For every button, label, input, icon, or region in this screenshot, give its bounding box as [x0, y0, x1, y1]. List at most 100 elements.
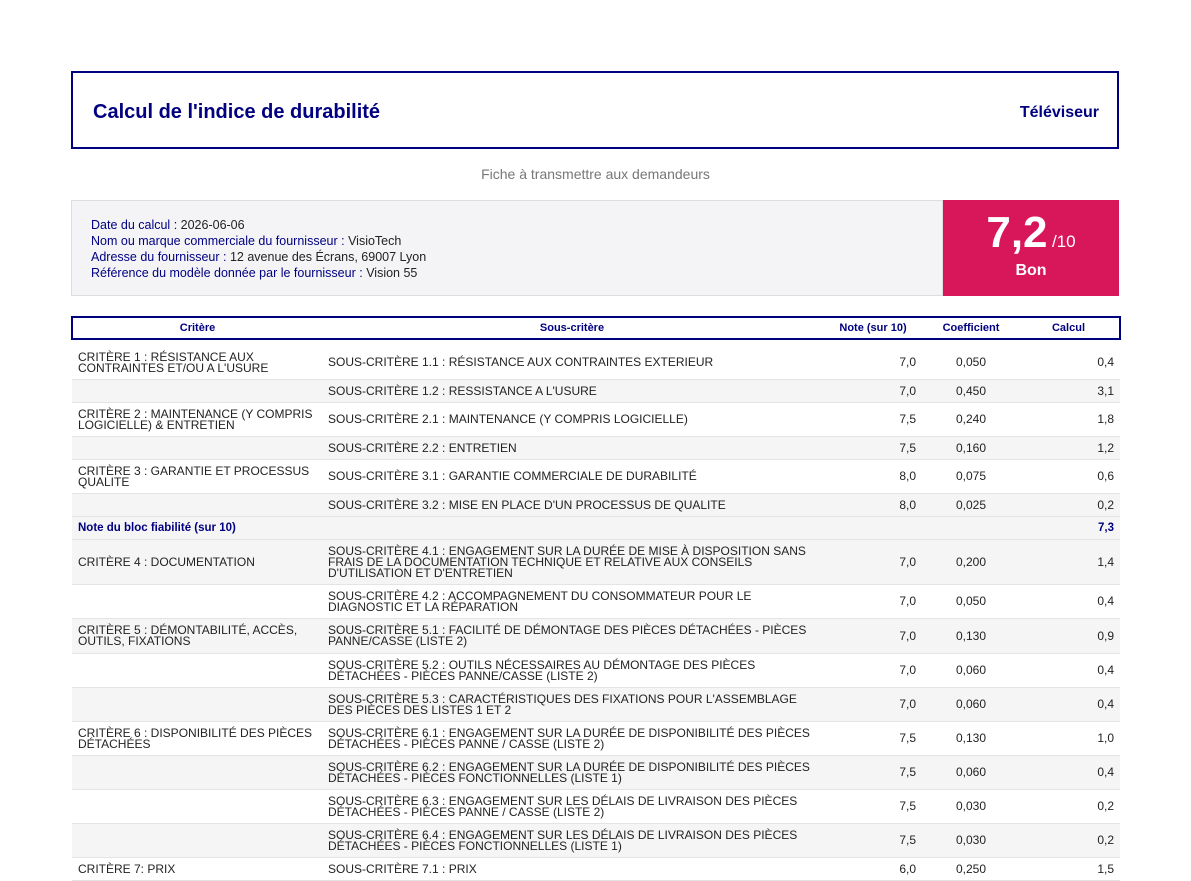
- sous-critere-cell: SOUS-CRITÈRE 6.3 : ENGAGEMENT SUR LES DÉ…: [322, 789, 822, 824]
- critere-cell: CRITÈRE 6 : DISPONIBILITÉ DES PIÈCES DÉT…: [72, 721, 322, 756]
- bloc-label: Note du bloc fiabilité (sur 10): [72, 516, 1018, 540]
- note-cell: 6,0: [822, 857, 924, 881]
- critere-cell: CRITÈRE 1 : RÉSISTANCE AUX CONTRAINTES E…: [72, 346, 322, 380]
- table-row: SOUS-CRITÈRE 6.3 : ENGAGEMENT SUR LES DÉ…: [72, 789, 1120, 824]
- sous-critere-cell: SOUS-CRITÈRE 1.2 : RESSISTANCE A L'USURE: [322, 379, 822, 403]
- note-cell: 7,5: [822, 755, 924, 790]
- info-supplier: Nom ou marque commerciale du fournisseur…: [91, 234, 402, 248]
- sous-critere-cell: SOUS-CRITÈRE 5.1 : FACILITÉ DE DÉMONTAGE…: [322, 618, 822, 654]
- table-row: SOUS-CRITÈRE 6.2 : ENGAGEMENT SUR LA DUR…: [72, 755, 1120, 790]
- calcul-cell: 0,4: [1018, 346, 1120, 380]
- calcul-cell: 1,8: [1018, 402, 1120, 437]
- calcul-cell: 0,4: [1018, 584, 1120, 619]
- info-address: Adresse du fournisseur : 12 avenue des É…: [91, 250, 427, 264]
- table-row: SOUS-CRITÈRE 1.2 : RESSISTANCE A L'USURE…: [72, 379, 1120, 403]
- table-row: SOUS-CRITÈRE 6.4 : ENGAGEMENT SUR LES DÉ…: [72, 823, 1120, 858]
- sous-critere-cell: SOUS-CRITÈRE 6.2 : ENGAGEMENT SUR LA DUR…: [322, 755, 822, 790]
- coefficient-cell: 0,130: [924, 618, 1018, 654]
- sous-critere-cell: SOUS-CRITÈRE 6.4 : ENGAGEMENT SUR LES DÉ…: [322, 823, 822, 858]
- critere-cell: CRITÈRE 3 : GARANTIE ET PROCESSUS QUALIT…: [72, 459, 322, 494]
- coefficient-cell: 0,240: [924, 402, 1018, 437]
- score-max: /10: [1051, 232, 1076, 251]
- header-calcul: Calcul: [1018, 316, 1121, 340]
- critere-cell: [72, 687, 322, 722]
- product-category: Téléviseur: [1019, 104, 1099, 121]
- info-supplier-value: VisioTech: [348, 234, 402, 248]
- table-row: SOUS-CRITÈRE 3.2 : MISE EN PLACE D'UN PR…: [72, 493, 1120, 517]
- header-note: Note (sur 10): [822, 316, 924, 340]
- critere-cell: [72, 653, 322, 688]
- calcul-cell: 1,5: [1018, 857, 1120, 881]
- score-label: Bon: [1015, 262, 1047, 279]
- coefficient-cell: 0,450: [924, 379, 1018, 403]
- score-badge: 7,2 /10 Bon: [943, 200, 1119, 296]
- table-row: CRITÈRE 6 : DISPONIBILITÉ DES PIÈCES DÉT…: [72, 721, 1120, 756]
- coefficient-cell: 0,050: [924, 584, 1018, 619]
- note-cell: 7,0: [822, 379, 924, 403]
- critere-cell: [72, 755, 322, 790]
- info-model: Référence du modèle donnée par le fourni…: [91, 266, 418, 280]
- supplier-info-panel: Date du calcul : 2026-06-06 Nom ou marqu…: [71, 200, 943, 296]
- sous-critere-cell: SOUS-CRITÈRE 2.1 : MAINTENANCE (Y COMPRI…: [322, 402, 822, 437]
- note-cell: 8,0: [822, 459, 924, 494]
- critere-cell: [72, 436, 322, 460]
- coefficient-cell: 0,060: [924, 687, 1018, 722]
- note-cell: 7,5: [822, 721, 924, 756]
- durability-table: Critère Sous-critère Note (sur 10) Coeff…: [71, 316, 1121, 881]
- sous-critere-cell: SOUS-CRITÈRE 3.2 : MISE EN PLACE D'UN PR…: [322, 493, 822, 517]
- header-coefficient: Coefficient: [924, 316, 1018, 340]
- bloc-summary-row: Note du bloc fiabilité (sur 10) 7,3: [72, 516, 1120, 540]
- note-cell: 7,5: [822, 823, 924, 858]
- critere-cell: CRITÈRE 7: PRIX: [72, 857, 322, 881]
- calcul-cell: 0,2: [1018, 823, 1120, 858]
- info-model-value: Vision 55: [366, 266, 418, 280]
- sous-critere-cell: SOUS-CRITÈRE 5.2 : OUTILS NÉCESSAIRES AU…: [322, 653, 822, 688]
- bloc-value: 7,3: [1018, 516, 1120, 540]
- note-cell: 8,0: [822, 493, 924, 517]
- table-header-row: Critère Sous-critère Note (sur 10) Coeff…: [71, 316, 1121, 340]
- note-cell: 7,0: [822, 618, 924, 654]
- table-row: SOUS-CRITÈRE 5.3 : CARACTÉRISTIQUES DES …: [72, 687, 1120, 722]
- calcul-cell: 0,6: [1018, 459, 1120, 494]
- coefficient-cell: 0,130: [924, 721, 1018, 756]
- info-address-value: 12 avenue des Écrans, 69007 Lyon: [229, 250, 427, 264]
- sous-critere-cell: SOUS-CRITÈRE 5.3 : CARACTÉRISTIQUES DES …: [322, 687, 822, 722]
- coefficient-cell: 0,025: [924, 493, 1018, 517]
- table-row: CRITÈRE 7: PRIX SOUS-CRITÈRE 7.1 : PRIX 6,…: [72, 857, 1120, 881]
- calcul-cell: 0,2: [1018, 493, 1120, 517]
- sous-critere-cell: SOUS-CRITÈRE 7.1 : PRIX: [322, 857, 822, 881]
- info-supplier-label: Nom ou marque commerciale du fournisseur: [91, 234, 338, 248]
- coefficient-cell: 0,250: [924, 857, 1018, 881]
- coefficient-cell: 0,060: [924, 755, 1018, 790]
- table-row: SOUS-CRITÈRE 2.2 : ENTRETIEN 7,5 0,160 1,2: [72, 436, 1120, 460]
- table-row: CRITÈRE 2 : MAINTENANCE (Y COMPRIS LOGIC…: [72, 402, 1120, 437]
- table-row: CRITÈRE 5 : DÉMONTABILITÉ, ACCÈS, OUTILS…: [72, 618, 1120, 654]
- note-cell: 7,0: [822, 687, 924, 722]
- note-cell: 7,0: [822, 653, 924, 688]
- spacer-row: [72, 339, 1120, 346]
- coefficient-cell: 0,030: [924, 789, 1018, 824]
- sous-critere-cell: SOUS-CRITÈRE 3.1 : GARANTIE COMMERCIALE …: [322, 459, 822, 494]
- calcul-cell: 1,2: [1018, 436, 1120, 460]
- page-title: Calcul de l'indice de durabilité: [93, 101, 381, 123]
- calcul-cell: 1,4: [1018, 539, 1120, 585]
- calcul-cell: 0,4: [1018, 755, 1120, 790]
- sous-critere-cell: SOUS-CRITÈRE 1.1 : RÉSISTANCE AUX CONTRA…: [322, 346, 822, 380]
- calcul-cell: 0,2: [1018, 789, 1120, 824]
- table-body: CRITÈRE 1 : RÉSISTANCE AUX CONTRAINTES E…: [72, 339, 1120, 881]
- sous-critere-cell: SOUS-CRITÈRE 4.2 : ACCOMPAGNEMENT DU CON…: [322, 584, 822, 619]
- critere-cell: CRITÈRE 5 : DÉMONTABILITÉ, ACCÈS, OUTILS…: [72, 618, 322, 654]
- note-cell: 7,0: [822, 584, 924, 619]
- critere-cell: [72, 584, 322, 619]
- calcul-cell: 0,9: [1018, 618, 1120, 654]
- note-cell: 7,0: [822, 346, 924, 380]
- table-row: SOUS-CRITÈRE 4.2 : ACCOMPAGNEMENT DU CON…: [72, 584, 1120, 619]
- coefficient-cell: 0,160: [924, 436, 1018, 460]
- critere-cell: [72, 379, 322, 403]
- table-row: CRITÈRE 4 : DOCUMENTATION SOUS-CRITÈRE 4.…: [72, 539, 1120, 585]
- calcul-cell: 0,4: [1018, 653, 1120, 688]
- table-row: CRITÈRE 3 : GARANTIE ET PROCESSUS QUALIT…: [72, 459, 1120, 494]
- note-cell: 7,0: [822, 539, 924, 585]
- info-date: Date du calcul : 2026-06-06: [91, 218, 245, 232]
- coefficient-cell: 0,030: [924, 823, 1018, 858]
